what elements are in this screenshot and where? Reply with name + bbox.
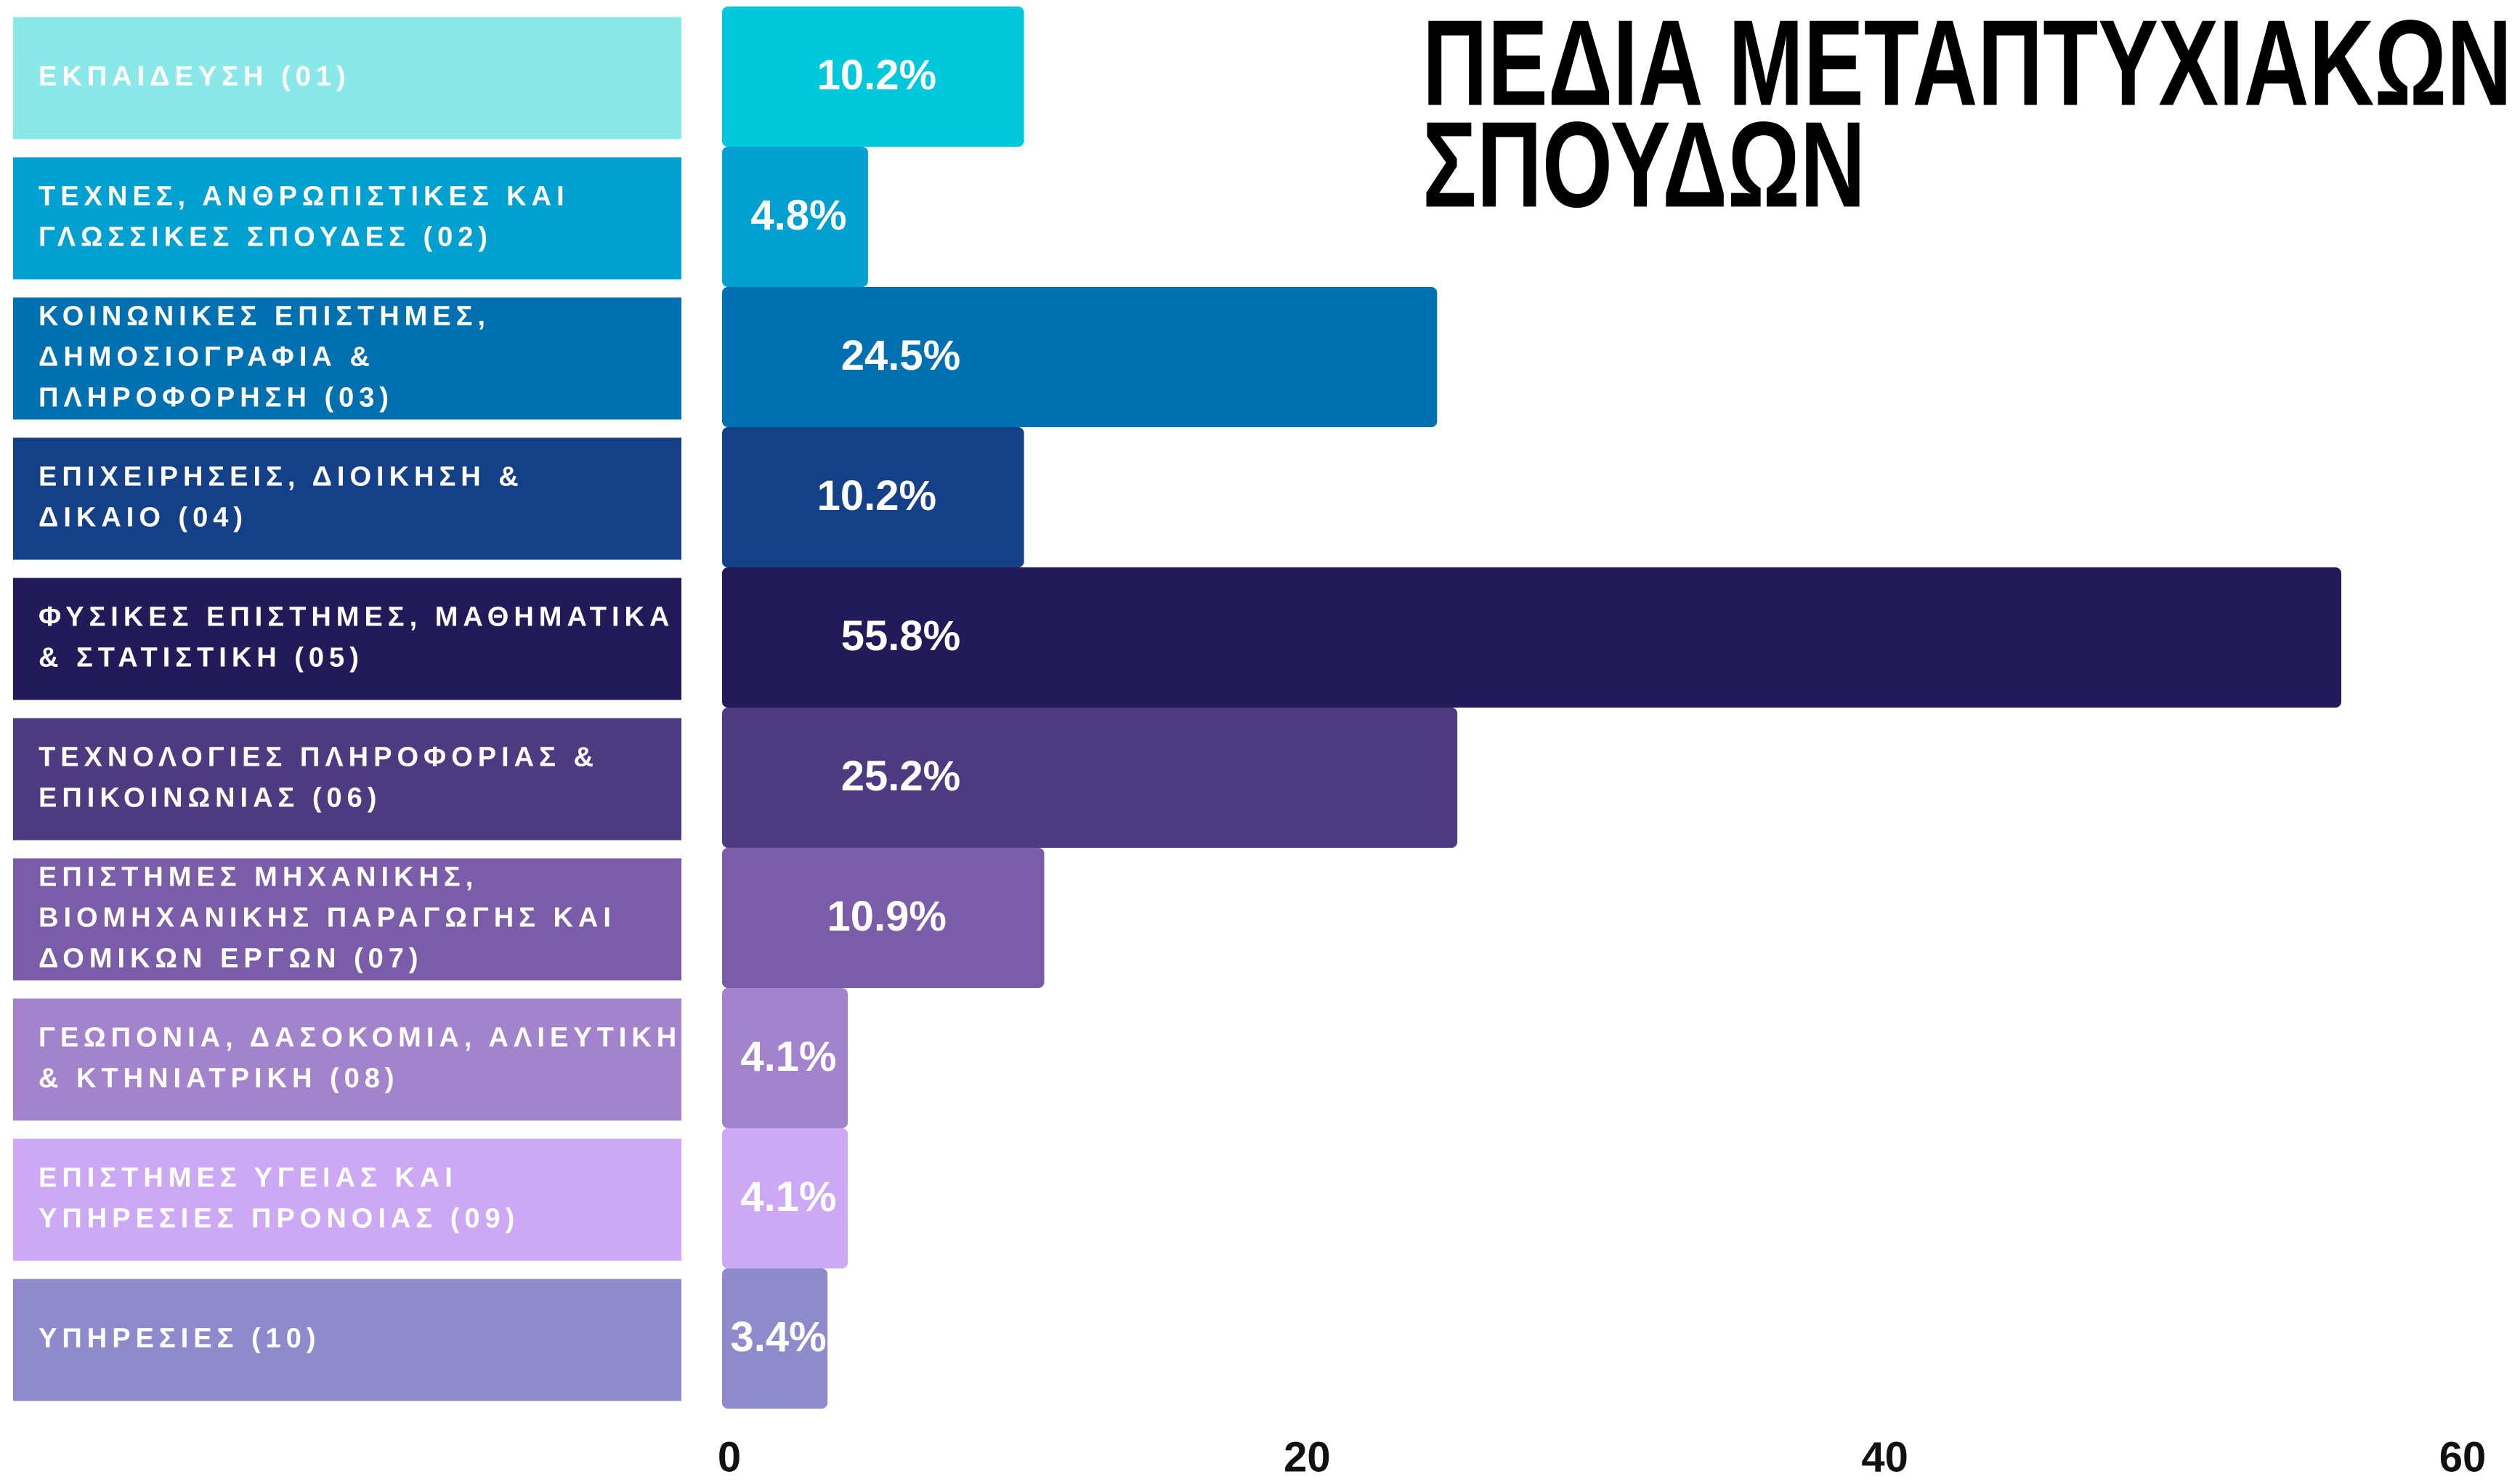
category-box [13, 437, 681, 560]
category-box [13, 1279, 681, 1401]
category-box [13, 858, 681, 981]
category-label: ΕΠΙΣΤΗΜΕΣ ΥΓΕΙΑΣ ΚΑΙ [39, 1163, 458, 1194]
value-label: 10.2% [817, 472, 936, 519]
category-label: ΕΚΠΑΙΔΕΥΣΗ (01) [39, 62, 351, 92]
bar [722, 147, 868, 287]
category-label: ΕΠΙΧΕΙΡΗΣΕΙΣ, ΔΙΟΙΚΗΣΗ & [39, 462, 524, 493]
value-label: 55.8% [841, 612, 960, 660]
category-box [13, 998, 681, 1121]
value-label: 25.2% [841, 753, 960, 800]
category-label: ΓΕΩΠΟΝΙΑ, ΔΑΣΟΚΟΜΙΑ, ΑΛΙΕΥΤΙΚΗ [39, 1023, 681, 1053]
category-label: ΥΠΗΡΕΣΙΕΣ (10) [39, 1324, 321, 1354]
chart-title: ΠΕΔΙΑ ΜΕΤΑΠΤΥΧΙΑΚΩΝ [1422, 0, 2512, 131]
category-label: ΔΗΜΟΣΙΟΓΡΑΦΙΑ & [39, 342, 375, 373]
bar [722, 708, 1458, 848]
bar [722, 567, 2341, 708]
category-label: ΠΛΗΡΟΦΟΡΗΣΗ (03) [39, 383, 394, 413]
chart-title: ΣΠΟΥΔΩΝ [1422, 96, 1865, 232]
value-label: 4.8% [750, 192, 846, 239]
category-box [13, 1138, 681, 1261]
x-tick-label: 60 [2439, 1433, 2487, 1481]
bar [722, 1268, 828, 1409]
category-box [13, 17, 681, 139]
category-label: ΔΙΚΑΙΟ (04) [39, 503, 248, 533]
category-label: ΒΙΟΜΗΧΑΝΙΚΗΣ ΠΑΡΑΓΩΓΗΣ ΚΑΙ [39, 903, 616, 934]
x-tick-label: 20 [1284, 1433, 1331, 1481]
bar [722, 427, 1024, 567]
x-tick-label: 40 [1861, 1433, 1908, 1481]
category-label: ΔΟΜΙΚΩΝ ΕΡΓΩΝ (07) [39, 944, 424, 974]
category-label: ΤΕΧΝΕΣ, ΑΝΘΡΩΠΙΣΤΙΚΕΣ ΚΑΙ [39, 182, 570, 212]
value-label: 4.1% [740, 1173, 836, 1220]
bar [722, 848, 1045, 988]
category-box [13, 718, 681, 841]
category-box [13, 157, 681, 280]
value-label: 3.4% [731, 1313, 827, 1361]
x-tick-label: 0 [718, 1433, 741, 1481]
category-label: ΕΠΙΣΤΗΜΕΣ ΜΗΧΑΝΙΚΗΣ, [39, 862, 478, 893]
bar [722, 7, 1024, 147]
category-label: ΓΛΩΣΣΙΚΕΣ ΣΠΟΥΔΕΣ (02) [39, 222, 493, 253]
category-label: & ΣΤΑΤΙΣΤΙΚΗ (05) [39, 643, 364, 673]
value-label: 10.2% [817, 52, 936, 99]
category-label: ΚΟΙΝΩΝΙΚΕΣ ΕΠΙΣΤΗΜΕΣ, [39, 301, 490, 332]
category-label: ΥΠΗΡΕΣΙΕΣ ΠΡΟΝΟΙΑΣ (09) [39, 1204, 519, 1234]
category-box [13, 297, 681, 420]
category-box [13, 578, 681, 700]
category-label: ΦΥΣΙΚΕΣ ΕΠΙΣΤΗΜΕΣ, ΜΑΘΗΜΑΤΙΚΑ [39, 602, 674, 633]
value-label: 24.5% [841, 332, 960, 379]
value-label: 4.1% [740, 1033, 836, 1080]
bar [722, 287, 1438, 427]
category-label: ΤΕΧΝΟΛΟΓΙΕΣ ΠΛΗΡΟΦΟΡΙΑΣ & [39, 742, 599, 773]
value-label: 10.9% [827, 893, 946, 940]
category-label: & ΚΤΗΝΙΑΤΡΙΚΗ (08) [39, 1064, 400, 1094]
bar [722, 1128, 848, 1268]
bar [722, 988, 848, 1128]
category-label: ΕΠΙΚΟΙΝΩΝΙΑΣ (06) [39, 783, 381, 814]
